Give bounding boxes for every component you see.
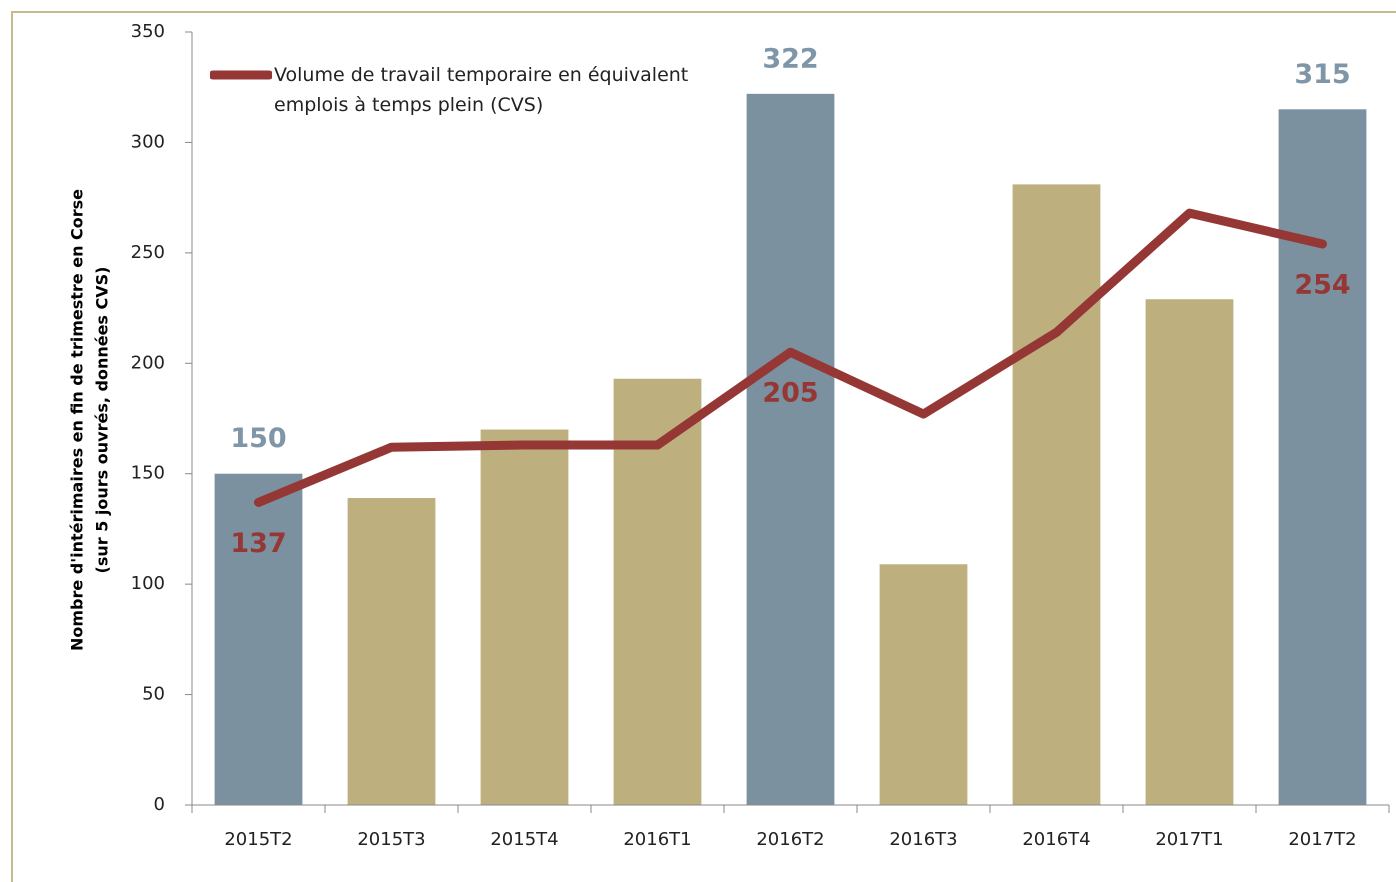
bar <box>1145 299 1234 805</box>
y-tick-label: 200 <box>131 352 165 373</box>
x-tick-label: 2015T3 <box>357 829 425 850</box>
frame <box>11 11 1396 882</box>
data-label: 315 <box>1294 59 1350 90</box>
y-tick-label: 0 <box>154 794 165 815</box>
y-tick-label: 300 <box>131 131 165 152</box>
bar <box>746 93 835 806</box>
legend: Volume de travail temporaire en équivale… <box>210 60 714 120</box>
x-tick-label: 2016T2 <box>756 829 824 850</box>
bar <box>214 473 303 805</box>
bar <box>347 498 436 805</box>
x-tick-label: 2017T2 <box>1288 829 1356 850</box>
y-axis-label: (sur 5 jours ouvrés, données CVS) <box>93 267 112 574</box>
x-tick-label: 2015T4 <box>490 829 558 850</box>
x-tick-label: 2016T1 <box>623 829 691 850</box>
x-tick-label: 2015T2 <box>224 829 292 850</box>
legend-label: Volume de travail temporaire en équivale… <box>274 64 689 116</box>
bar <box>879 564 968 805</box>
y-tick-label: 50 <box>142 684 165 705</box>
data-label: 137 <box>230 528 286 559</box>
y-tick-label: 100 <box>131 573 165 594</box>
y-tick-label: 150 <box>131 463 165 484</box>
x-tick-label: 2016T4 <box>1022 829 1090 850</box>
data-label: 322 <box>762 43 818 74</box>
data-label: 150 <box>230 423 286 454</box>
bar <box>1012 184 1101 806</box>
bar <box>1278 109 1367 806</box>
x-tick-label: 2017T1 <box>1155 829 1223 850</box>
y-axis-label: Nombre d'intérimaires en fin de trimestr… <box>68 189 87 651</box>
y-tick-label: 350 <box>131 21 165 42</box>
x-tick-label: 2016T3 <box>889 829 957 850</box>
data-label: 254 <box>1294 270 1350 301</box>
data-label: 205 <box>762 378 818 409</box>
y-tick-label: 250 <box>131 242 165 263</box>
bar <box>613 378 702 805</box>
bar <box>480 429 569 805</box>
legend-swatch <box>210 70 272 80</box>
line <box>254 208 1327 507</box>
